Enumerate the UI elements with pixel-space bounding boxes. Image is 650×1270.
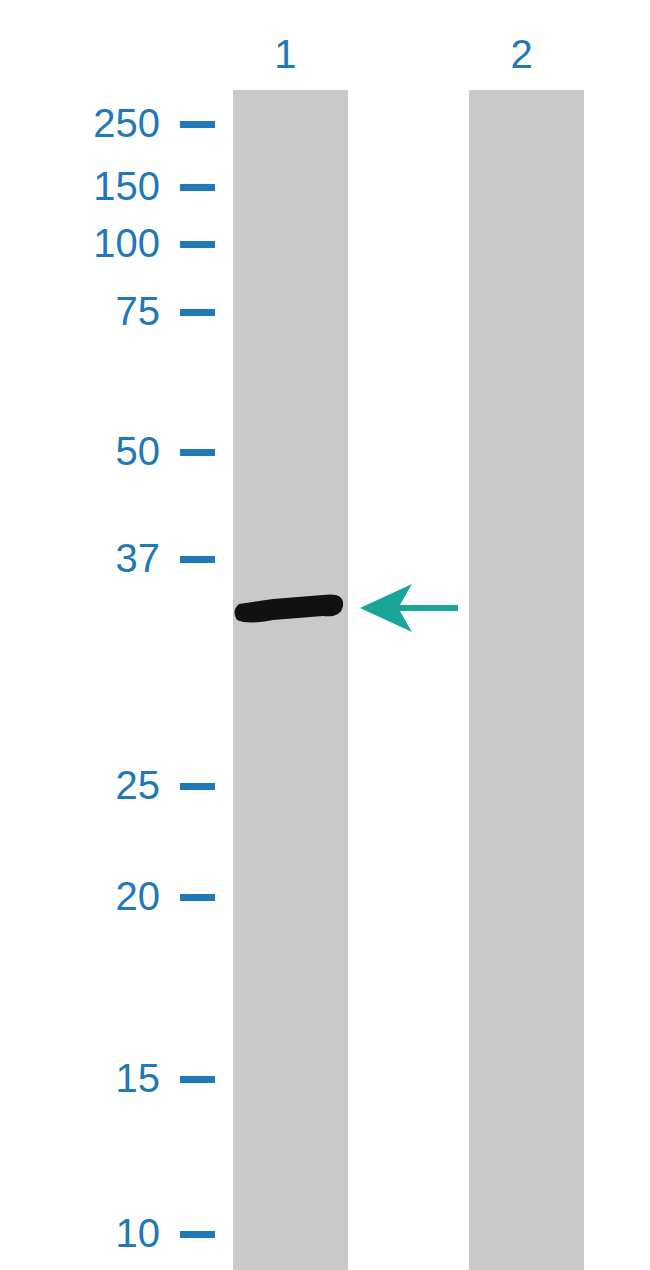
marker-tick: 37 <box>116 536 216 580</box>
tick-label: 15 <box>116 1056 161 1100</box>
tick-mark <box>180 1076 215 1083</box>
lane-label: 1 <box>274 32 296 76</box>
marker-tick: 150 <box>93 164 215 208</box>
tick-mark <box>180 121 215 128</box>
marker-tick: 15 <box>116 1056 216 1100</box>
tick-label: 50 <box>116 429 161 473</box>
lane <box>233 90 348 1270</box>
marker-axis: 250 150 100 75 50 37 25 20 15 10 <box>93 101 215 1255</box>
tick-label: 37 <box>116 536 161 580</box>
lane <box>469 90 584 1270</box>
marker-tick: 25 <box>116 763 216 807</box>
tick-label: 75 <box>116 289 161 333</box>
tick-mark <box>180 241 215 248</box>
axis-line <box>180 125 216 1235</box>
bands <box>234 594 343 622</box>
tick-mark <box>180 1231 215 1238</box>
marker-tick: 100 <box>93 221 215 265</box>
tick-label: 150 <box>93 164 160 208</box>
marker-tick: 50 <box>116 429 216 473</box>
tick-mark <box>180 894 215 901</box>
marker-tick: 250 <box>93 101 215 145</box>
tick-label: 25 <box>116 763 161 807</box>
tick-mark <box>180 783 215 790</box>
band <box>234 594 343 622</box>
tick-label: 10 <box>116 1211 161 1255</box>
tick-label: 250 <box>93 101 160 145</box>
marker-tick: 75 <box>116 289 216 333</box>
lanes <box>233 90 584 1270</box>
tick-mark <box>180 556 215 563</box>
lane-labels: 12 <box>274 32 532 76</box>
marker-tick: 10 <box>116 1211 216 1255</box>
tick-mark <box>180 184 215 191</box>
marker-tick: 20 <box>116 874 216 918</box>
tick-mark <box>180 449 215 456</box>
band-arrow <box>360 584 458 632</box>
tick-mark <box>180 309 215 316</box>
lane-label: 2 <box>510 32 532 76</box>
tick-label: 20 <box>116 874 161 918</box>
blot-figure: 1225015010075503725201510 <box>0 0 650 1270</box>
tick-label: 100 <box>93 221 160 265</box>
